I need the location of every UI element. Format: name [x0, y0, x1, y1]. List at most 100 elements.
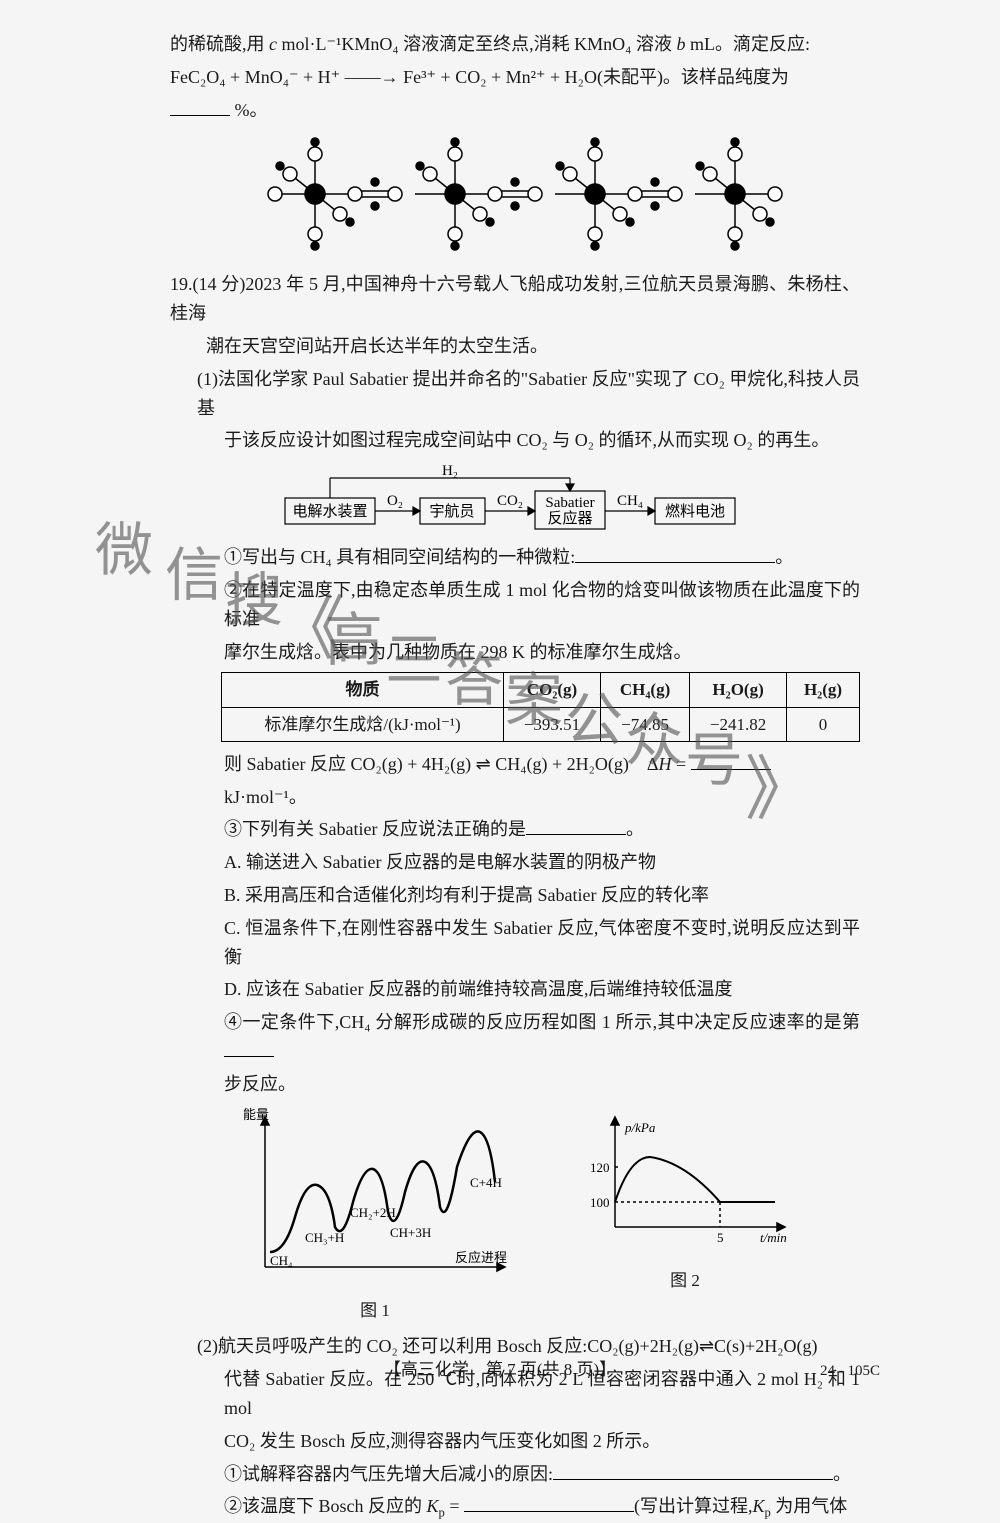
p2s1-label: ①	[224, 1464, 242, 1484]
sub1-label: ①	[224, 547, 242, 567]
svg-text:CH₂+2H: CH₂+2H	[350, 1205, 396, 1220]
molecule-structure-diagram	[235, 134, 795, 254]
sub4-blank	[224, 1039, 274, 1057]
table-cell: 0	[787, 707, 860, 741]
pressure-time-graph: p/kPa 100 120 5 t/min	[575, 1107, 795, 1257]
sub3: ③下列有关 Sabatier 反应说法正确的是。	[170, 815, 860, 844]
part2-sub1: ①试解释容器内气压先增大后减小的原因: 。	[170, 1460, 860, 1489]
enthalpy-table: 物质 CO₂(g) CH₄(g) H₂O(g) H₂(g) 标准摩尔生成焓/(k…	[221, 672, 860, 741]
percent-suffix: %。	[230, 100, 268, 120]
sabatier-unit: kJ·mol⁻¹。	[170, 783, 860, 812]
q-intro: 2023 年 5 月,中国神舟十六号载人飞船成功发射,三位航天员景海鹏、朱杨柱、…	[170, 274, 860, 323]
p2s2-text-a: 该温度下 Bosch 反应的	[242, 1496, 427, 1516]
svg-text:H₂: H₂	[442, 463, 458, 479]
part2-text1: 航天员呼吸产生的 CO₂ 还可以利用 Bosch 反应:CO₂(g)+2H₂(g…	[218, 1336, 817, 1356]
table-header: H₂O(g)	[690, 673, 787, 707]
q19-intro-2: 潮在天宫空间站开启长达半年的太空生活。	[170, 332, 860, 361]
svg-text:100: 100	[590, 1195, 610, 1210]
p2s2-suffix-a: (写出计算过程,	[634, 1496, 753, 1516]
reaction-equation: FeC₂O₄ + MnO₄⁻ + H⁺ ——→ Fe³⁺ + CO₂ + Mn²…	[170, 63, 860, 92]
part2-sub2: ②该温度下 Bosch 反应的 Kp = (写出计算过程,Kp 为用气体	[170, 1492, 860, 1523]
q19-part1: (1)法国化学家 Paul Sabatier 提出并命名的"Sabatier 反…	[170, 365, 860, 423]
q-points: (14 分)	[193, 274, 246, 294]
graph2-box: p/kPa 100 120 5 t/min 图 2	[575, 1107, 795, 1325]
sub1: ①写出与 CH₄ 具有相同空间结构的一种微粒: 。	[170, 543, 860, 572]
part2-line3: CO₂ 发生 Bosch 反应,测得容器内气压变化如图 2 所示。	[170, 1427, 860, 1456]
watermark-char: 微	[95, 505, 153, 598]
text: mL。滴定反应:	[685, 34, 810, 54]
part1-line1: 法国化学家 Paul Sabatier 提出并命名的"Sabatier 反应"实…	[197, 369, 860, 418]
sub1-suffix: 。	[775, 547, 793, 567]
option-a: A. 输送进入 Sabatier 反应器的是电解水装置的阴极产物	[170, 848, 860, 877]
var: c	[269, 34, 277, 54]
table-cell: 标准摩尔生成焓/(kJ·mol⁻¹)	[222, 707, 504, 741]
graph1-caption: 图 1	[235, 1297, 515, 1324]
sub4-line1: 一定条件下,CH₄ 分解形成碳的反应历程如图 1 所示,其中决定反应速率的是第	[242, 1012, 860, 1032]
p2s1-suffix: 。	[833, 1464, 851, 1484]
svg-text:CH+3H: CH+3H	[390, 1225, 431, 1240]
p2s2-text-b: =	[445, 1496, 464, 1516]
sub4-label: ④	[224, 1012, 242, 1032]
purity-blank	[170, 98, 230, 116]
p2s1-blank	[553, 1462, 833, 1480]
svg-text:反应进程: 反应进程	[455, 1250, 507, 1265]
svg-text:120: 120	[590, 1160, 610, 1175]
q19-part1-line2: 于该反应设计如图过程完成空间站中 CO₂ 与 O₂ 的循环,从而实现 O₂ 的再…	[170, 426, 860, 455]
svg-text:能量: 能量	[243, 1107, 269, 1122]
svg-text:CO₂: CO₂	[497, 493, 523, 509]
sub2-line1: ②在特定温度下,由稳定态单质生成 1 mol 化合物的焓变叫做该物质在此温度下的…	[170, 576, 860, 634]
table-row: 物质 CO₂(g) CH₄(g) H₂O(g) H₂(g)	[222, 673, 860, 707]
graph1-box: 能量 反应进程 CH₄ CH₃+H CH₂+2H CH+3H C+4H 图 1	[235, 1107, 515, 1325]
q19-header: 19.(14 分)2023 年 5 月,中国神舟十六号载人飞船成功发射,三位航天…	[170, 270, 860, 328]
text: mol·L⁻¹KMnO₄ 溶液滴定至终点,消耗 KMnO₄ 溶液	[277, 34, 676, 54]
sub1-text: 写出与 CH₄ 具有相同空间结构的一种微粒:	[242, 547, 575, 567]
sub3-suffix: 。	[626, 819, 644, 839]
table-header: CO₂(g)	[504, 673, 601, 707]
option-d: D. 应该在 Sabatier 反应器的前端维持较高温度,后端维持较低温度	[170, 975, 860, 1004]
p2s2-label: ②	[224, 1496, 242, 1516]
table-header: 物质	[222, 673, 504, 707]
q-number: 19.	[170, 274, 193, 294]
svg-text:CH₄: CH₄	[270, 1253, 293, 1268]
svg-text:CH₄: CH₄	[617, 493, 643, 509]
svg-text:p/kPa: p/kPa	[624, 1120, 656, 1135]
part-label: (1)	[197, 369, 218, 389]
energy-diagram: 能量 反应进程 CH₄ CH₃+H CH₂+2H CH+3H C+4H	[235, 1107, 515, 1287]
page-code: 24 - 105C	[820, 1359, 880, 1383]
dh-blank	[691, 752, 771, 770]
svg-text:CH₃+H: CH₃+H	[305, 1230, 344, 1245]
table-header: H₂(g)	[787, 673, 860, 707]
eq-eq: =	[672, 754, 691, 774]
kp-blank	[464, 1494, 634, 1512]
eq-prefix: 则 Sabatier 反应 CO₂(g) + 4H₂(g) ⇌ CH₄(g) +…	[224, 754, 659, 774]
blank-line-row: %。	[170, 96, 860, 125]
svg-text:宇航员: 宇航员	[429, 503, 474, 520]
table-cell: −74.85	[600, 707, 689, 741]
var-k: K	[427, 1496, 439, 1516]
table-cell: −241.82	[690, 707, 787, 741]
svg-text:t/min: t/min	[760, 1230, 787, 1245]
sub3-label: ③	[224, 819, 242, 839]
option-c: C. 恒温条件下,在刚性容器中发生 Sabatier 反应,气体密度不变时,说明…	[170, 914, 860, 972]
sabatier-equation: 则 Sabatier 反应 CO₂(g) + 4H₂(g) ⇌ CH₄(g) +…	[170, 750, 860, 779]
top-paragraph: 的稀硫酸,用 c mol·L⁻¹KMnO₄ 溶液滴定至终点,消耗 KMnO₄ 溶…	[170, 30, 860, 59]
svg-text:燃料电池: 燃料电池	[665, 502, 725, 520]
svg-text:5: 5	[717, 1230, 724, 1245]
var: H	[659, 754, 672, 774]
svg-text:Sabatier: Sabatier	[545, 495, 594, 511]
graph2-caption: 图 2	[575, 1267, 795, 1294]
graphs-row: 能量 反应进程 CH₄ CH₃+H CH₂+2H CH+3H C+4H 图 1	[170, 1107, 860, 1325]
option-b: B. 采用高压和合适催化剂均有利于提高 Sabatier 反应的转化率	[170, 881, 860, 910]
flowchart-diagram: 电解水装置 O₂ 宇航员 CO₂ Sabatier 反应器 CH₄ 燃料电池 H…	[275, 463, 755, 533]
svg-text:反应器: 反应器	[547, 509, 592, 527]
text: 的稀硫酸,用	[170, 34, 269, 54]
table-header: CH₄(g)	[600, 673, 689, 707]
p2s1-text: 试解释容器内气压先增大后减小的原因:	[242, 1464, 553, 1484]
table-cell: −393.51	[504, 707, 601, 741]
var-k2: K	[752, 1496, 764, 1516]
sub3-blank	[526, 817, 626, 835]
svg-text:O₂: O₂	[387, 493, 403, 509]
p2s2-suffix-b: 为用气体	[771, 1496, 848, 1516]
sub4: ④一定条件下,CH₄ 分解形成碳的反应历程如图 1 所示,其中决定反应速率的是第	[170, 1008, 860, 1066]
part2-label: (2)	[197, 1336, 218, 1356]
